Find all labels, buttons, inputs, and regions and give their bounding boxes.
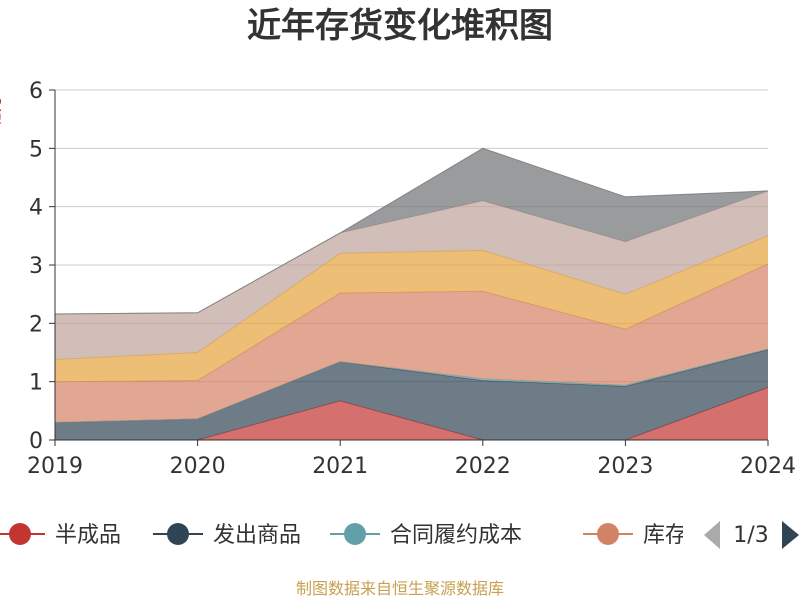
area-series-3 [55, 263, 768, 423]
legend-marker [597, 523, 619, 545]
y-tick-label: 2 [29, 312, 43, 337]
legend-marker [9, 523, 31, 545]
y-tick-label: 3 [29, 254, 43, 279]
chart-title: 近年存货变化堆积图 [247, 6, 553, 46]
legend-item-label: 发出商品 [213, 523, 301, 548]
area-series-5 [55, 190, 768, 360]
x-tick-label: 2024 [740, 454, 796, 479]
x-tick-label: 2021 [312, 454, 368, 479]
legend-item-label: 合同履约成本 [390, 523, 522, 548]
y-tick-label: 1 [29, 371, 43, 396]
area-series-2 [55, 349, 768, 423]
legend-marker [167, 523, 189, 545]
area-line-6 [54, 147, 769, 315]
y-tick-label: 4 [29, 196, 43, 221]
x-tick-label: 2020 [170, 454, 226, 479]
y-tick-label: 6 [29, 79, 43, 104]
x-tick-label: 2019 [27, 454, 83, 479]
y-axis-label: 亿元 [0, 98, 4, 126]
area-series-4 [55, 235, 768, 382]
legend-next-icon[interactable] [782, 521, 799, 549]
legend-item-label: 半成品 [55, 523, 121, 548]
area-series-1 [55, 349, 768, 440]
x-tick-label: 2022 [455, 454, 511, 479]
y-tick-label: 5 [29, 137, 43, 162]
area-series-0 [55, 387, 768, 440]
legend-prev-icon[interactable] [704, 521, 720, 549]
source-note: 制图数据来自恒生聚源数据库 [295, 579, 504, 598]
area-series-6 [55, 148, 768, 314]
y-tick-label: 0 [29, 429, 43, 454]
legend-item-label: 库存商 [643, 523, 709, 548]
legend-page-indicator: 1/3 [733, 523, 768, 548]
x-tick-label: 2023 [597, 454, 653, 479]
legend-marker [344, 523, 366, 545]
